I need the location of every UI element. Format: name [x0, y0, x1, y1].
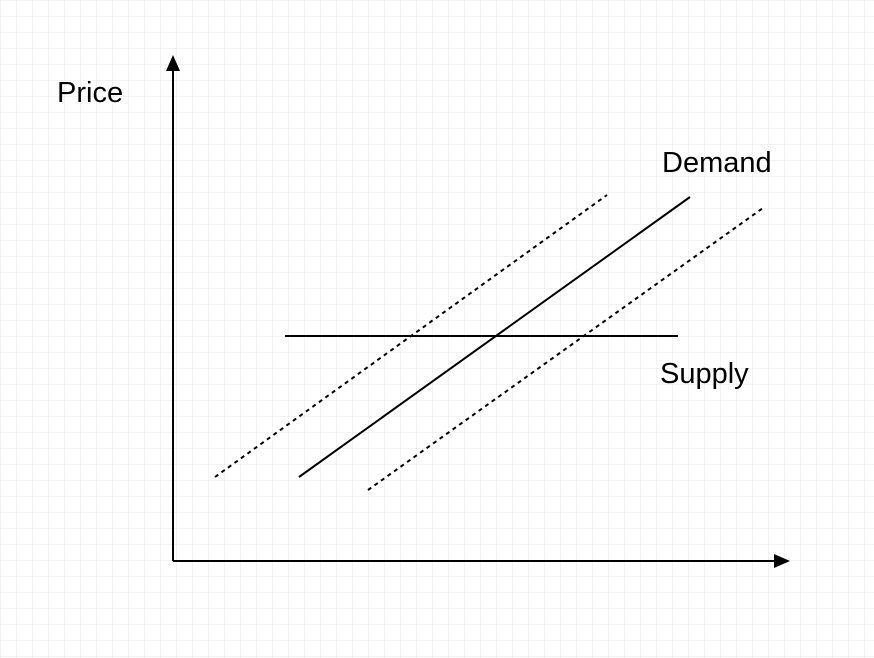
demand-line-shifted-right	[367, 207, 764, 491]
y-axis-label: Price	[57, 77, 123, 109]
supply-label: Supply	[660, 358, 749, 390]
y-axis-arrowhead	[166, 55, 180, 71]
demand-line-shifted-left	[214, 194, 608, 478]
x-axis-arrowhead	[774, 554, 790, 568]
demand-line	[298, 196, 691, 478]
demand-label: Demand	[662, 147, 772, 179]
